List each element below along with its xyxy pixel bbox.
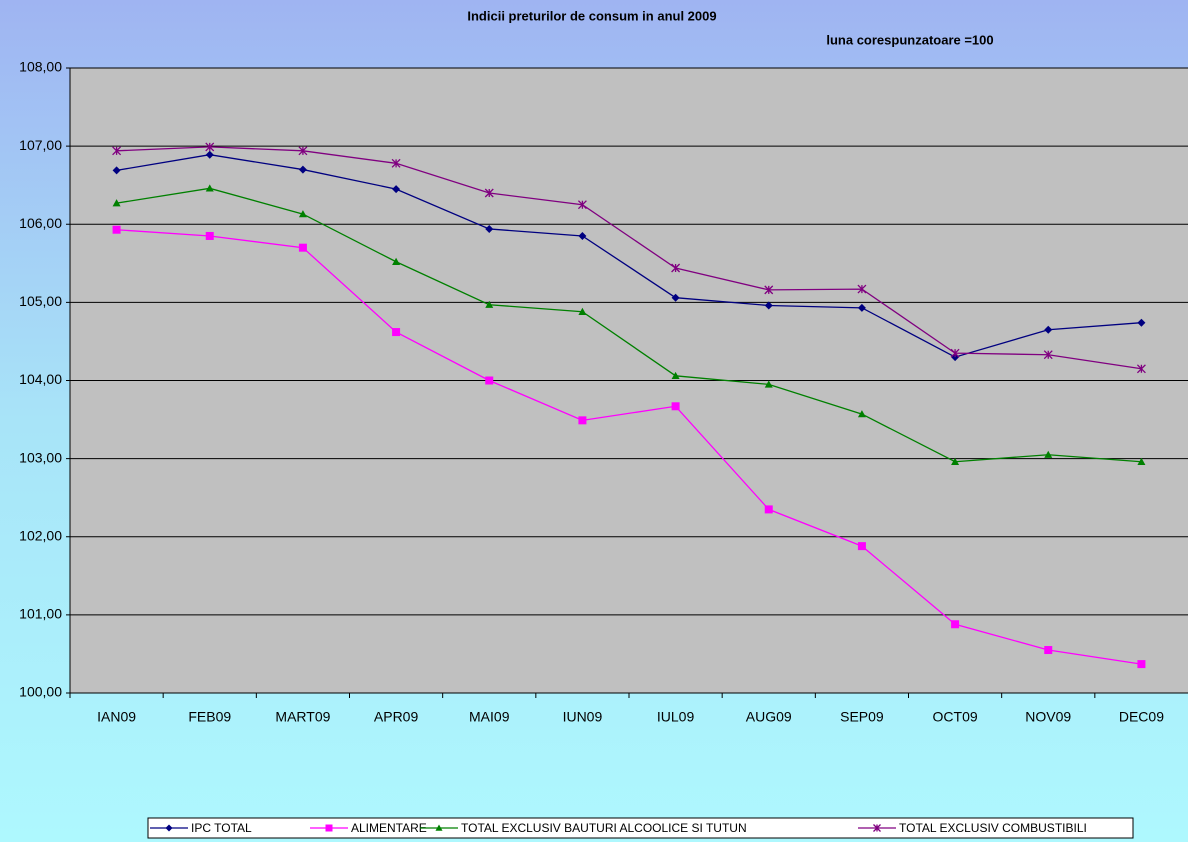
y-tick-label: 107,00 bbox=[19, 137, 62, 153]
x-tick-label: AUG09 bbox=[746, 709, 792, 725]
y-tick-label: 103,00 bbox=[19, 449, 62, 465]
data-point bbox=[206, 232, 214, 240]
data-point bbox=[299, 244, 307, 252]
legend-label: TOTAL EXCLUSIV COMBUSTIBILI bbox=[899, 821, 1087, 835]
data-point bbox=[765, 505, 773, 513]
data-point bbox=[392, 328, 400, 336]
x-tick-label: IUL09 bbox=[657, 709, 695, 725]
x-tick-label: NOV09 bbox=[1025, 709, 1071, 725]
chart-title: Indicii preturilor de consum in anul 200… bbox=[467, 8, 716, 23]
chart: Indicii preturilor de consum in anul 200… bbox=[0, 0, 1188, 842]
data-point bbox=[578, 416, 586, 424]
x-tick-label: DEC09 bbox=[1119, 709, 1164, 725]
x-tick-label: IAN09 bbox=[97, 709, 136, 725]
data-point bbox=[113, 226, 121, 234]
x-tick-label: MART09 bbox=[275, 709, 330, 725]
x-tick-label: FEB09 bbox=[188, 709, 231, 725]
y-tick-label: 100,00 bbox=[19, 684, 62, 700]
x-tick-label: OCT09 bbox=[933, 709, 978, 725]
x-tick-label: SEP09 bbox=[840, 709, 884, 725]
data-point bbox=[1137, 660, 1145, 668]
data-point bbox=[485, 377, 493, 385]
x-tick-label: IUN09 bbox=[563, 709, 603, 725]
y-tick-label: 106,00 bbox=[19, 215, 62, 231]
x-tick-label: MAI09 bbox=[469, 709, 510, 725]
y-tick-label: 102,00 bbox=[19, 527, 62, 543]
data-point bbox=[672, 402, 680, 410]
y-tick-label: 105,00 bbox=[19, 293, 62, 309]
data-point bbox=[858, 542, 866, 550]
y-tick-label: 108,00 bbox=[19, 59, 62, 75]
legend-marker bbox=[326, 825, 333, 832]
legend-label: IPC TOTAL bbox=[191, 821, 252, 835]
legend-label: TOTAL EXCLUSIV BAUTURI ALCOOLICE SI TUTU… bbox=[461, 821, 747, 835]
y-tick-label: 101,00 bbox=[19, 606, 62, 622]
x-tick-label: APR09 bbox=[374, 709, 419, 725]
data-point bbox=[1044, 646, 1052, 654]
y-tick-label: 104,00 bbox=[19, 371, 62, 387]
data-point bbox=[951, 620, 959, 628]
legend-label: ALIMENTARE bbox=[351, 821, 427, 835]
chart-subtitle: luna corespunzatoare =100 bbox=[826, 32, 993, 47]
